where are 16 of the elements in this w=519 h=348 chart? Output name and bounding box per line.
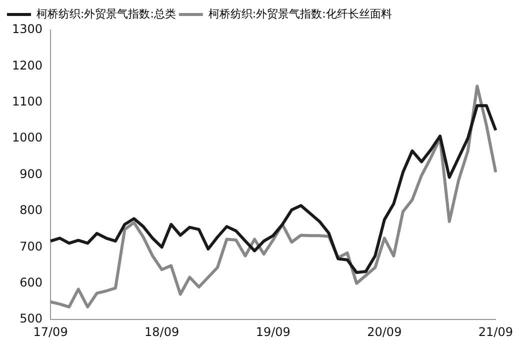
y-tick-label: 600 — [20, 276, 43, 290]
x-tick-label: 20/09 — [367, 324, 402, 339]
y-tick-label: 800 — [20, 203, 43, 218]
y-tick-label: 700 — [20, 239, 43, 254]
y-tick-label: 1100 — [12, 94, 43, 109]
x-tick-label: 21/09 — [478, 324, 514, 339]
y-tick-label: 1300 — [12, 22, 43, 36]
x-tick-label: 18/09 — [144, 324, 180, 339]
y-tick-label: 900 — [20, 166, 43, 181]
y-tick-label: 1000 — [12, 130, 43, 145]
y-tick-label: 500 — [20, 312, 43, 326]
legend-label: 柯桥纺织:外贸景气指数:化纤长丝面料 — [208, 7, 392, 20]
y-tick-label: 1200 — [12, 58, 43, 72]
x-tick-label: 19/09 — [256, 324, 290, 339]
legend-label: 柯桥纺织:外贸景气指数:总类 — [36, 7, 176, 20]
x-tick-label: 17/09 — [33, 324, 68, 339]
